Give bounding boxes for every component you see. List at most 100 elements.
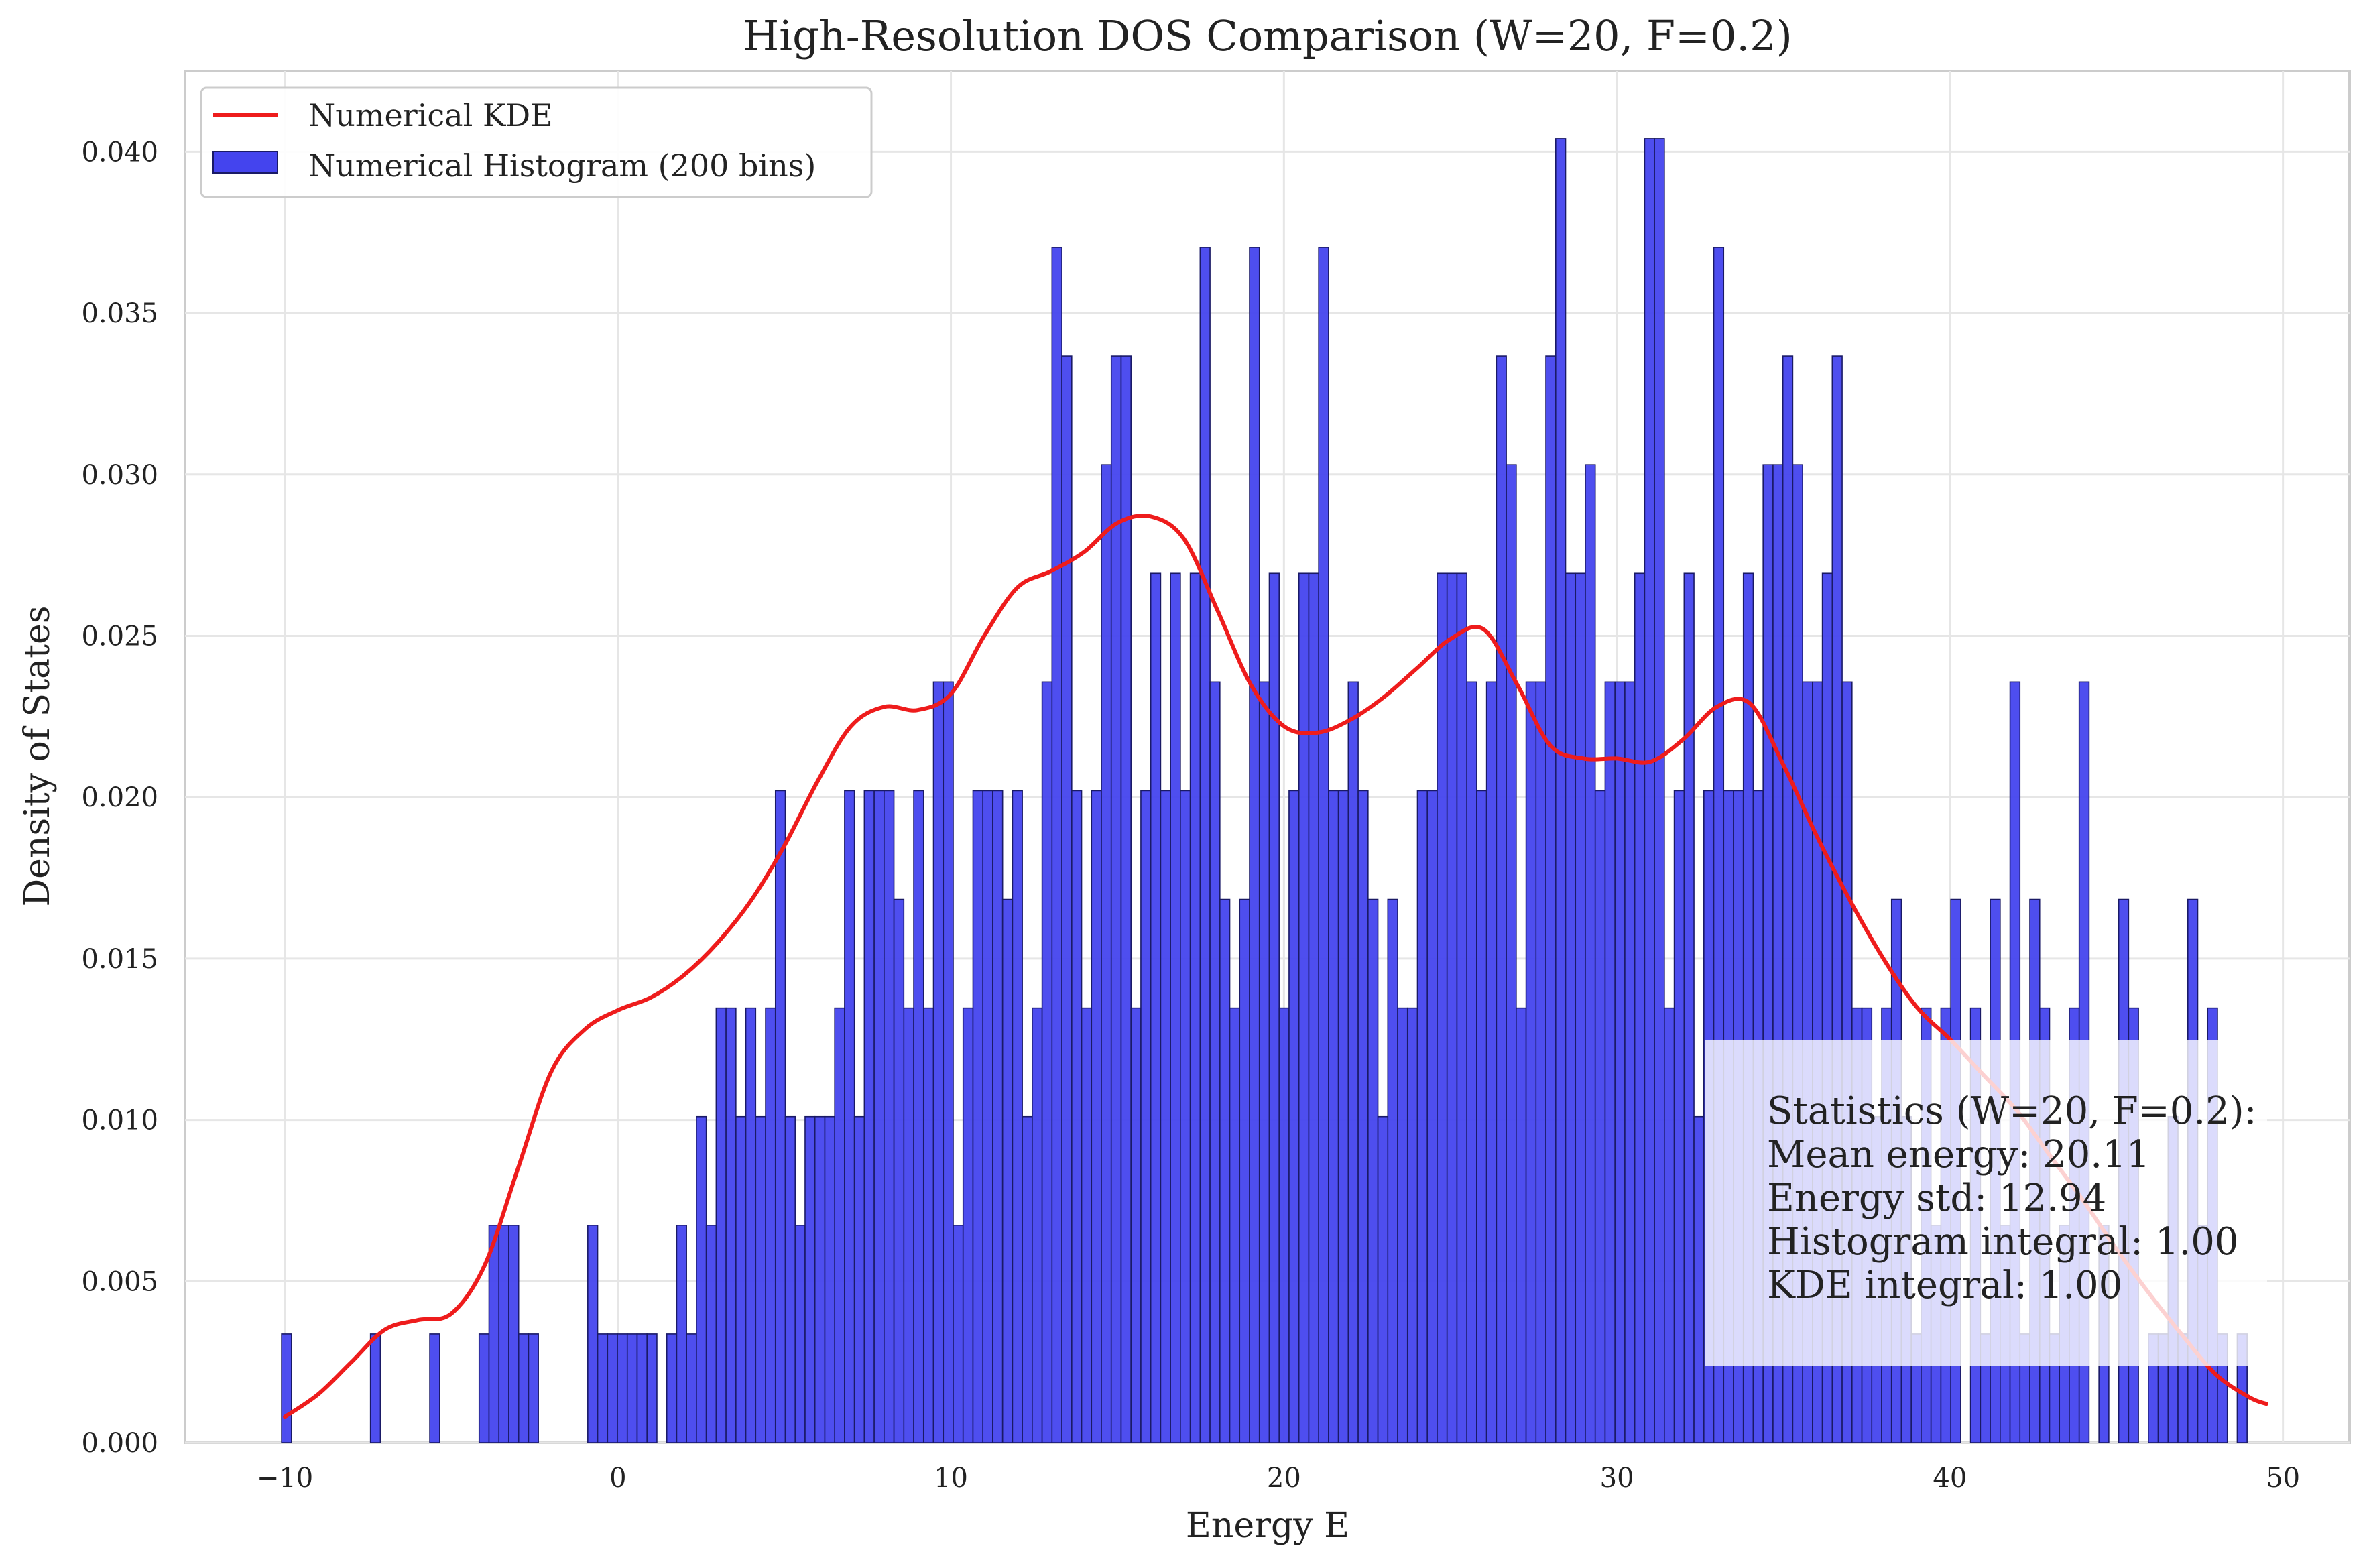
- histogram-bar: [1110, 355, 1122, 1443]
- histogram-bar: [1446, 572, 1458, 1443]
- y-tick-label: 0.025: [81, 621, 158, 652]
- y-tick-label: 0.030: [81, 460, 158, 491]
- histogram-bar: [863, 790, 875, 1443]
- histogram-bar: [1585, 464, 1596, 1443]
- x-tick-label: 0: [609, 1463, 626, 1494]
- histogram-bar: [1022, 1115, 1033, 1443]
- histogram-bar: [794, 1225, 806, 1443]
- histogram-bar: [429, 1333, 440, 1443]
- histogram-bar: [1041, 681, 1053, 1443]
- histogram-bar: [1496, 355, 1507, 1443]
- statistics-line: Histogram integral: 1.00: [1767, 1220, 2239, 1264]
- histogram-bar: [1229, 1007, 1241, 1443]
- histogram-bar: [1624, 681, 1636, 1443]
- y-axis-label: Density of States: [17, 605, 58, 906]
- histogram-bar: [1565, 572, 1577, 1443]
- x-tick-label: 10: [934, 1463, 968, 1494]
- histogram-bar: [814, 1115, 826, 1443]
- histogram-bar: [1051, 247, 1062, 1443]
- histogram-bar: [1634, 572, 1646, 1443]
- histogram-bar: [1555, 138, 1567, 1443]
- histogram-bar: [1535, 681, 1546, 1443]
- histogram-bar: [676, 1225, 687, 1443]
- histogram-bar: [1426, 790, 1438, 1443]
- histogram-bar: [1239, 898, 1250, 1443]
- chart-title: High-Resolution DOS Comparison (W=20, F=…: [743, 11, 1792, 60]
- histogram-bar: [953, 1225, 964, 1443]
- histogram-bar: [884, 790, 895, 1443]
- x-tick-label: 30: [1600, 1463, 1634, 1494]
- histogram-bar: [498, 1225, 509, 1443]
- histogram-bar: [824, 1115, 835, 1443]
- legend-box: [200, 86, 873, 198]
- histogram-bar: [1120, 355, 1132, 1443]
- histogram-bar: [784, 1115, 796, 1443]
- histogram-bar: [488, 1225, 500, 1443]
- statistics-line: KDE integral: 1.00: [1767, 1264, 2122, 1307]
- histogram-bar: [1180, 790, 1191, 1443]
- y-axis-ticks: 0.000 0.005 0.010 0.015 0.020 0.025 0.030 0.035…: [81, 137, 158, 1459]
- histogram-bar: [369, 1333, 381, 1443]
- x-tick-label: 20: [1267, 1463, 1301, 1494]
- histogram-bar: [1644, 138, 1655, 1443]
- histogram-bar: [735, 1115, 747, 1443]
- histogram-bar: [774, 790, 786, 1443]
- histogram-bar: [1545, 355, 1557, 1443]
- histogram-bar: [943, 681, 954, 1443]
- legend-histogram-label: Numerical Histogram (200 bins): [308, 147, 816, 184]
- y-tick-label: 0.015: [81, 944, 158, 975]
- statistics-line: Energy std: 12.94: [1767, 1177, 2106, 1220]
- histogram-bar: [873, 790, 885, 1443]
- histogram-bar: [932, 681, 945, 1443]
- histogram-bar: [1101, 464, 1112, 1443]
- histogram-bar: [1258, 681, 1270, 1443]
- histogram-bar: [1594, 790, 1606, 1443]
- histogram-bar: [1397, 1007, 1408, 1443]
- x-axis-label: Energy E: [1186, 1506, 1349, 1546]
- y-tick-label: 0.000: [81, 1428, 158, 1459]
- histogram-bar: [1337, 790, 1349, 1443]
- histogram-bar: [755, 1115, 766, 1443]
- histogram-bar: [834, 1007, 845, 1443]
- histogram-bar: [1012, 790, 1023, 1443]
- histogram-bar: [1160, 790, 1171, 1443]
- histogram-bar: [715, 1007, 727, 1443]
- y-tick-label: 0.040: [81, 137, 158, 168]
- histogram-bar: [1308, 572, 1319, 1443]
- histogram-bar: [686, 1333, 697, 1443]
- histogram-bar: [804, 1115, 816, 1443]
- histogram-bar: [1485, 681, 1498, 1443]
- histogram-bar: [1683, 572, 1695, 1443]
- histogram-bar: [844, 790, 855, 1443]
- histogram-bar: [281, 1333, 292, 1443]
- histogram-bar: [1219, 898, 1231, 1443]
- histogram-bar: [1061, 355, 1073, 1443]
- histogram-bar: [1032, 1007, 1043, 1443]
- histogram-bar: [1693, 1115, 1705, 1443]
- histogram-bar: [626, 1333, 638, 1443]
- histogram-bar: [893, 898, 905, 1443]
- histogram-bar: [1664, 1007, 1675, 1443]
- histogram-bar: [1347, 681, 1359, 1443]
- statistics-line: Statistics (W=20, F=0.2):: [1767, 1089, 2256, 1133]
- histogram-bar: [705, 1225, 717, 1443]
- histogram-bar: [597, 1333, 609, 1443]
- histogram-bar: [1209, 681, 1221, 1443]
- histogram-bar: [962, 1007, 974, 1443]
- histogram-bar: [1081, 1007, 1093, 1443]
- histogram-bar: [1575, 572, 1586, 1443]
- histogram-bar: [1318, 247, 1329, 1443]
- histogram-bar: [1071, 790, 1083, 1443]
- y-tick-label: 0.035: [81, 298, 158, 329]
- histogram-bar: [1525, 681, 1537, 1443]
- histogram-bar: [1506, 464, 1517, 1443]
- histogram-bar: [1654, 138, 1665, 1443]
- kde-line: [283, 513, 2268, 1419]
- legend-kde-label: Numerical KDE: [308, 97, 553, 133]
- histogram-bar: [1150, 572, 1162, 1443]
- x-tick-label: −10: [257, 1463, 313, 1494]
- y-tick-label: 0.005: [81, 1266, 158, 1297]
- statistics-box: Statistics (W=20, F=0.2): Mean energy: 2…: [1705, 1040, 2267, 1366]
- histogram-bar: [587, 1225, 599, 1443]
- histogram-bar: [1278, 1007, 1290, 1443]
